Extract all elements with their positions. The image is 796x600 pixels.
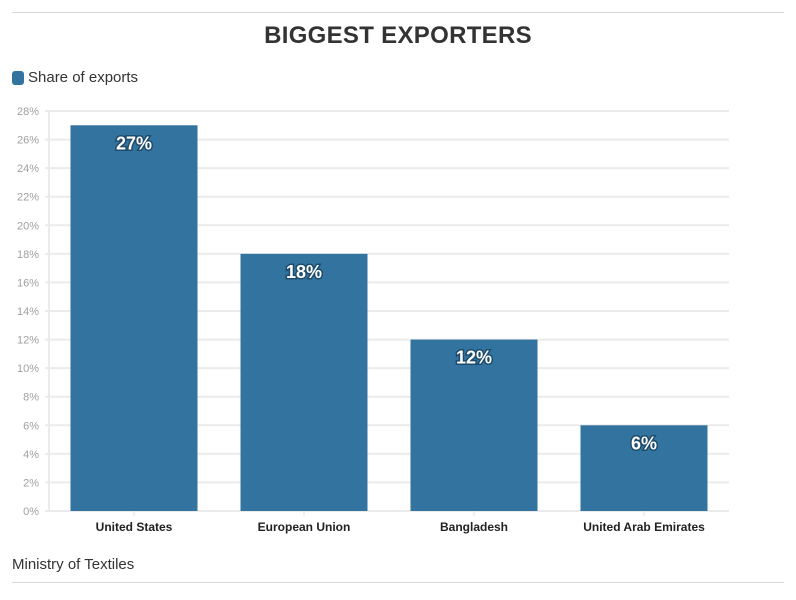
y-tick-label: 26% xyxy=(17,135,39,147)
data-label: 6% xyxy=(631,433,657,453)
source-note: Ministry of Textiles xyxy=(12,556,135,573)
y-tick-label: 2% xyxy=(23,477,39,489)
y-tick-label: 8% xyxy=(23,392,39,404)
bar xyxy=(410,339,538,511)
bar xyxy=(240,253,368,511)
y-tick-label: 20% xyxy=(17,220,39,232)
y-tick-label: 22% xyxy=(17,192,39,204)
y-tick-label: 6% xyxy=(23,420,39,432)
legend[interactable]: Share of exports xyxy=(12,69,138,86)
top-rule xyxy=(12,12,784,13)
y-tick-label: 10% xyxy=(17,363,39,375)
y-tick-label: 24% xyxy=(17,163,39,175)
legend-label: Share of exports xyxy=(28,69,139,86)
data-label: 12% xyxy=(456,348,492,368)
x-tick-label: United Arab Emirates xyxy=(583,520,705,534)
data-label: 18% xyxy=(286,262,322,282)
x-tick-label: Bangladesh xyxy=(440,520,508,534)
y-tick-label: 28% xyxy=(17,106,39,118)
y-tick-label: 4% xyxy=(23,449,39,461)
bar xyxy=(580,425,708,511)
y-tick-label: 18% xyxy=(17,249,39,261)
bottom-rule xyxy=(12,582,784,583)
y-tick-label: 14% xyxy=(17,306,39,318)
y-tick-label: 0% xyxy=(23,506,39,518)
legend-swatch xyxy=(12,70,24,85)
bar xyxy=(70,125,198,512)
y-tick-label: 16% xyxy=(17,277,39,289)
x-tick-label: European Union xyxy=(258,520,351,534)
x-tick-label: United States xyxy=(96,520,173,534)
data-label: 27% xyxy=(116,133,152,153)
y-tick-label: 12% xyxy=(17,335,39,347)
chart-title: BIGGEST EXPORTERS xyxy=(264,22,532,49)
